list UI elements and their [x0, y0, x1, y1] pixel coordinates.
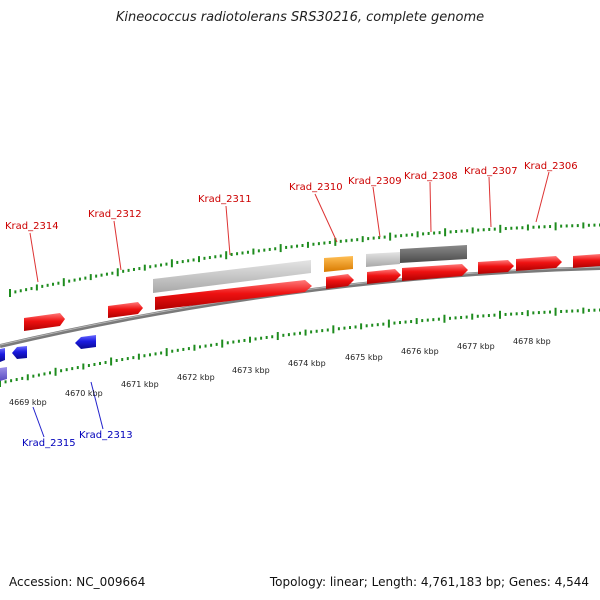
gene-label-krad-2308: Krad_2308 — [404, 171, 458, 182]
gene-arrow-reverse — [0, 367, 7, 381]
genome-summary-text: Topology: linear; Length: 4,761,183 bp; … — [269, 575, 589, 589]
scale-label-4670-kbp: 4670 kbp — [65, 389, 103, 398]
gene-label-krad-2309: Krad_2309 — [348, 176, 402, 187]
gene-arrow-forward — [402, 264, 468, 281]
gene-arrow-reverse — [75, 335, 96, 349]
upper-tick-track — [9, 222, 600, 297]
scale-label-4678-kbp: 4678 kbp — [513, 337, 551, 346]
scale-label-4671-kbp: 4671 kbp — [121, 380, 159, 389]
gene-arrow-reverse — [0, 348, 5, 362]
scale-label-4669-kbp: 4669 kbp — [9, 398, 47, 407]
map-title: Kineococcus radiotolerans SRS30216, comp… — [115, 10, 485, 25]
gene-label-krad-2315: Krad_2315 — [22, 438, 76, 449]
gene-label-krad-2314: Krad_2314 — [5, 221, 59, 232]
gene-label-krad-2310: Krad_2310 — [289, 182, 343, 193]
scale-label-4677-kbp: 4677 kbp — [457, 342, 495, 351]
scale-label-4674-kbp: 4674 kbp — [288, 359, 326, 368]
forward-label-leaders — [29, 171, 550, 283]
gene-arrow-forward — [155, 280, 312, 310]
reverse-label-leaders — [32, 381, 104, 438]
gene-label-krad-2312: Krad_2312 — [88, 209, 142, 220]
lower-tick-track — [0, 307, 600, 387]
gene-arrow-forward — [326, 274, 354, 289]
scale-label-4676-kbp: 4676 kbp — [401, 347, 439, 356]
accession-text: Accession: NC_009664 — [9, 575, 146, 589]
gene-arrow-reverse — [12, 346, 27, 359]
misc-feature-dark-grey — [400, 245, 467, 263]
misc-feature-light-grey-2 — [366, 252, 400, 267]
gene-arrow-forward — [573, 254, 600, 268]
gene-arrow-forward — [24, 313, 65, 331]
gene-arrow-forward — [478, 260, 514, 274]
gene-label-krad-2306: Krad_2306 — [524, 161, 578, 172]
gene-arrow-forward — [108, 302, 143, 318]
scale-label-4675-kbp: 4675 kbp — [345, 353, 383, 362]
gene-label-krad-2311: Krad_2311 — [198, 194, 252, 205]
gene-label-krad-2313: Krad_2313 — [79, 430, 133, 441]
gene-arrow-forward — [516, 256, 562, 271]
misc-feature-orange — [324, 256, 353, 272]
gene-arrow-forward — [367, 269, 401, 284]
gene-label-krad-2307: Krad_2307 — [464, 166, 518, 177]
scale-label-4673-kbp: 4673 kbp — [232, 366, 270, 375]
scale-label-4672-kbp: 4672 kbp — [177, 373, 215, 382]
misc-feature-light-grey — [153, 260, 311, 293]
